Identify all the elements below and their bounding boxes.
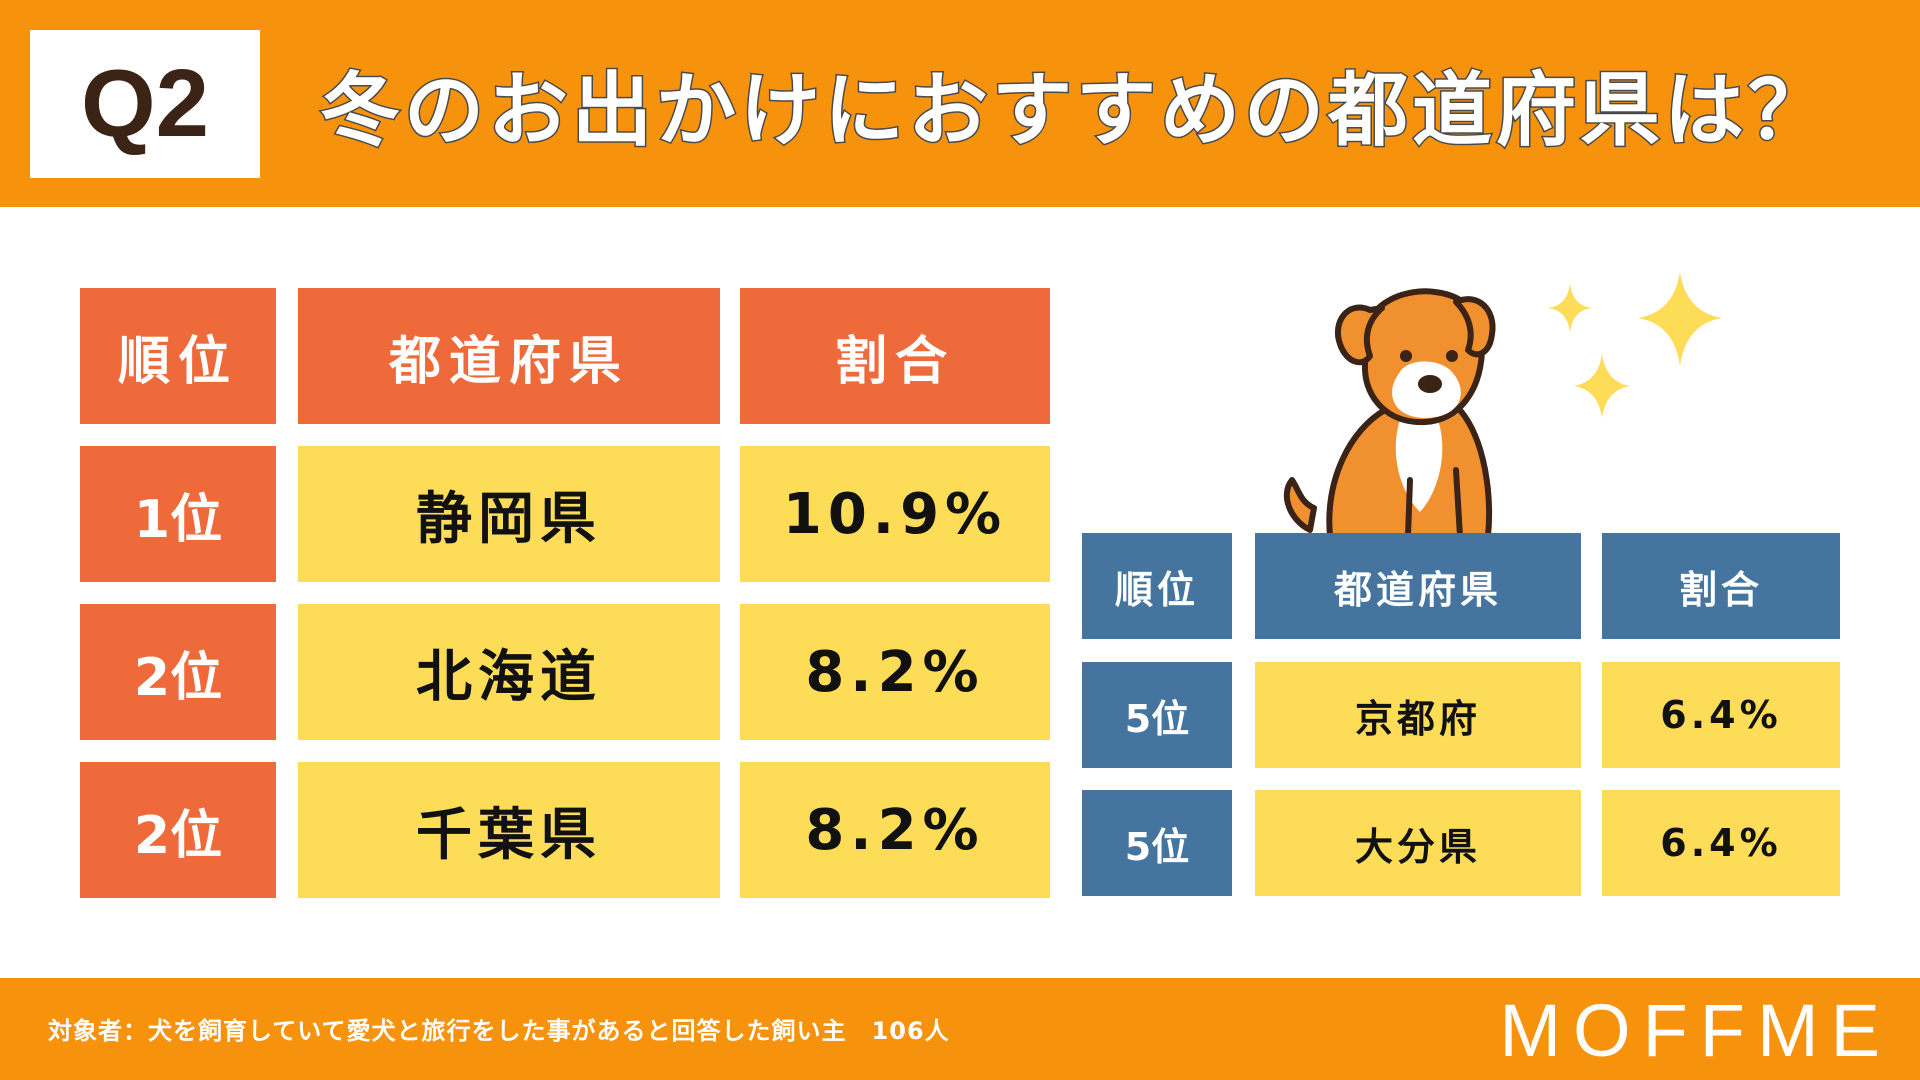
dog-leg bbox=[1405, 477, 1413, 536]
table-row-share: 8.2% bbox=[740, 604, 1050, 740]
table-row-rank: 5位 bbox=[1082, 662, 1232, 768]
sparkles-decoration bbox=[1548, 272, 1722, 418]
column-header-share: 割合 bbox=[740, 288, 1050, 424]
dog-nose bbox=[1418, 375, 1442, 393]
table-row-rank: 5位 bbox=[1082, 790, 1232, 896]
column-header-rank: 順位 bbox=[1082, 533, 1232, 639]
sparkle-icon bbox=[1574, 354, 1630, 418]
column-header-prefecture: 都道府県 bbox=[1255, 533, 1581, 639]
dog-ear bbox=[1453, 296, 1496, 358]
dog-tail bbox=[1283, 477, 1317, 533]
dog-eye bbox=[1446, 350, 1458, 362]
sparkle-icon bbox=[1638, 272, 1722, 366]
column-header-rank: 順位 bbox=[80, 288, 276, 424]
table-row-share: 10.9% bbox=[740, 446, 1050, 582]
question-badge: Q2 bbox=[30, 30, 260, 178]
table-row-rank: 2位 bbox=[80, 762, 276, 898]
table-row-prefecture: 大分県 bbox=[1255, 790, 1581, 896]
dog-leg bbox=[1453, 467, 1463, 536]
footer-bar bbox=[0, 978, 1920, 1080]
moffme-logo: MOFFME bbox=[1499, 988, 1892, 1072]
table-row-rank: 2位 bbox=[80, 604, 276, 740]
page-title: 冬のお出かけにおすすめの都道府県は？ bbox=[319, 63, 1832, 159]
sparkle-icon bbox=[1548, 284, 1592, 332]
table-row-prefecture: 静岡県 bbox=[298, 446, 720, 582]
survey-footnote: 対象者：犬を飼育していて愛犬と旅行をした事があると回答した飼い主 106人 bbox=[48, 1016, 950, 1045]
table-row-prefecture: 千葉県 bbox=[298, 762, 720, 898]
table-row-share: 6.4% bbox=[1602, 790, 1840, 896]
dog-illustration bbox=[1283, 288, 1496, 536]
table-row-prefecture: 京都府 bbox=[1255, 662, 1581, 768]
table-row-rank: 1位 bbox=[80, 446, 276, 582]
dog-ear bbox=[1335, 304, 1385, 366]
table-row-prefecture: 北海道 bbox=[298, 604, 720, 740]
table-row-share: 6.4% bbox=[1602, 662, 1840, 768]
column-header-prefecture: 都道府県 bbox=[298, 288, 720, 424]
dog-eye bbox=[1400, 350, 1412, 362]
header-bar bbox=[0, 0, 1920, 207]
table-row-share: 8.2% bbox=[740, 762, 1050, 898]
column-header-share: 割合 bbox=[1602, 533, 1840, 639]
